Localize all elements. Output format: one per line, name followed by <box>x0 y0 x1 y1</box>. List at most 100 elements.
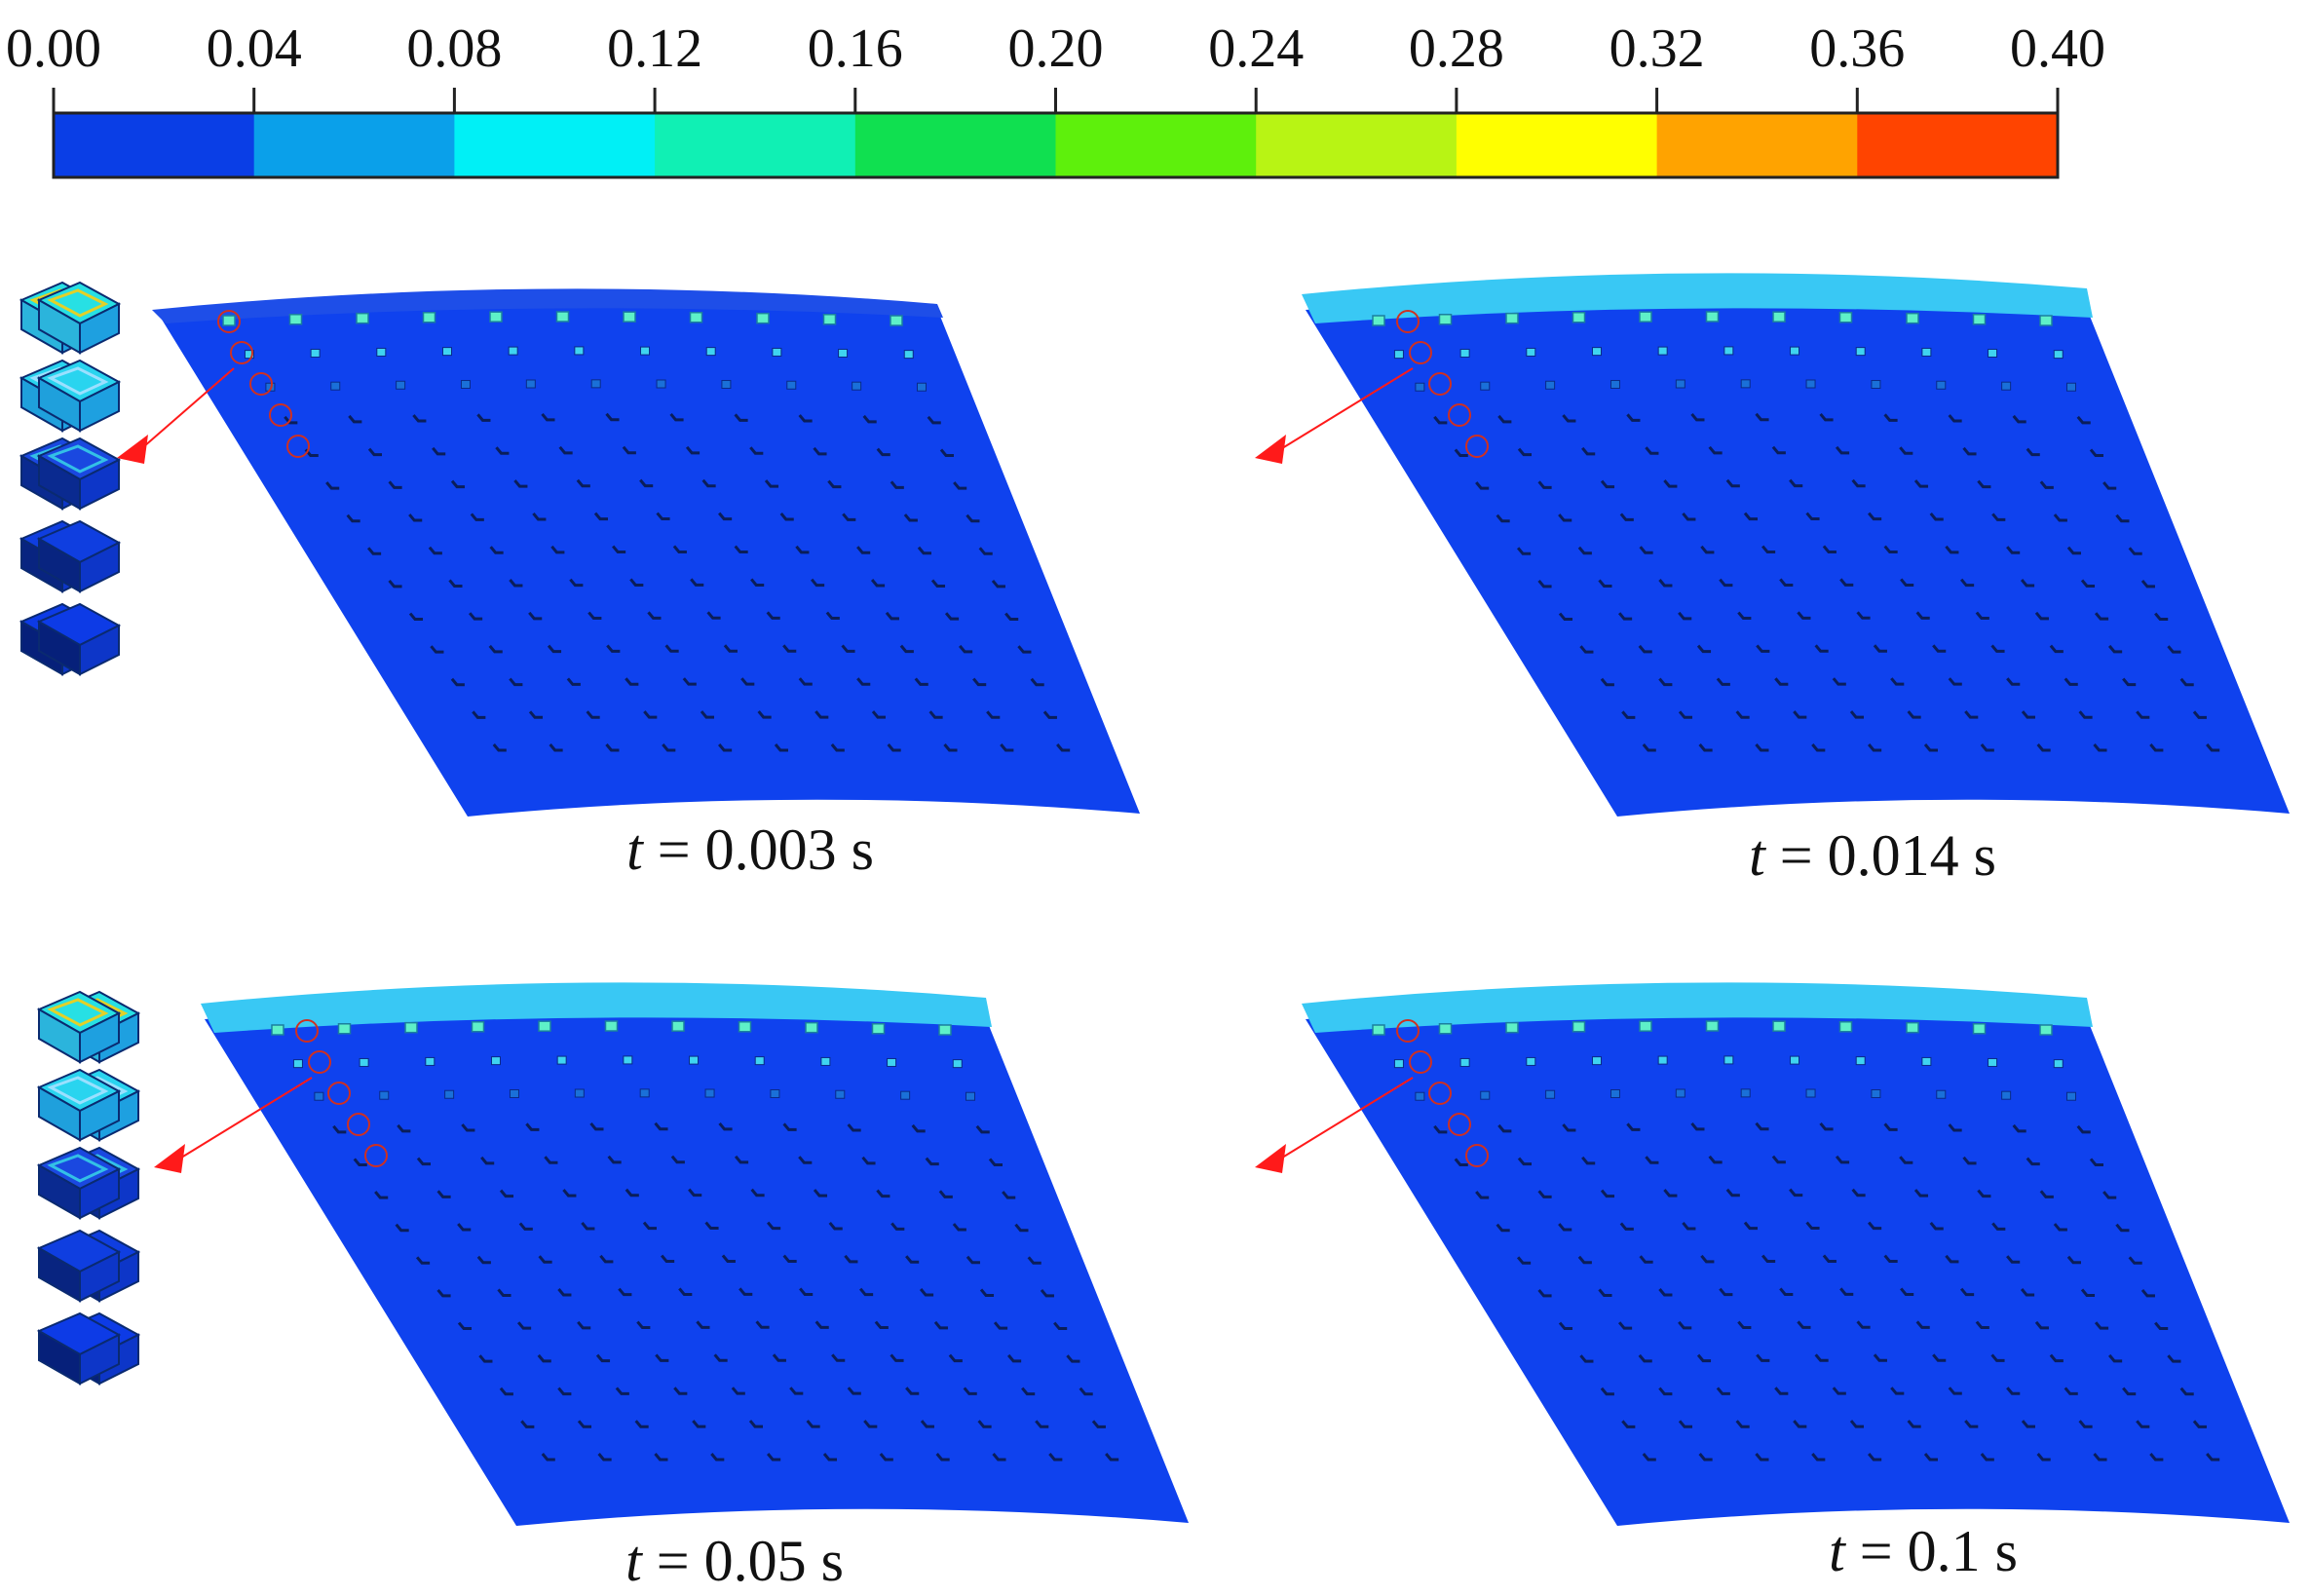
marker-cube <box>965 1091 975 1101</box>
marker-cube-edge <box>2102 481 2117 490</box>
marker-cube-edge <box>1805 1221 1820 1231</box>
marker-cube <box>639 1088 650 1098</box>
marker-cube-edge <box>1581 1156 1596 1165</box>
cube-right-face <box>79 1250 120 1303</box>
marker-cube-edge <box>1819 412 1834 422</box>
marker-cube <box>770 1088 780 1098</box>
detail-cube-2 <box>36 359 122 433</box>
cube-contour <box>47 444 109 474</box>
marker-cube-edge <box>1899 446 1913 455</box>
marker-cube-edge <box>2128 547 2142 555</box>
marker-cube-edge <box>1962 1156 1977 1165</box>
colorbar-tick-label: 0.08 <box>406 19 503 79</box>
marker-cube-edge <box>468 612 483 621</box>
marker-cube-edge <box>2039 1190 2054 1198</box>
marker-cube-edge <box>734 1155 749 1164</box>
marker-cube-edge <box>544 1156 558 1164</box>
marker-cube-edge <box>988 1158 1003 1166</box>
marker-cube-edge <box>643 710 658 719</box>
marker-cube-edge <box>1977 1189 1991 1198</box>
marker-cube-edge <box>933 1320 948 1330</box>
marker-cube-edge <box>782 1254 797 1264</box>
marker-cube-edge <box>2154 1321 2169 1331</box>
marker-cube-edge <box>1600 1387 1614 1396</box>
marker-cube-top <box>404 1021 418 1034</box>
marker-cube <box>2001 381 2012 391</box>
marker-cube-edge <box>795 545 810 554</box>
marker-cube-edge <box>1027 1256 1041 1265</box>
marker-cube <box>1591 1056 1602 1066</box>
marker-cube-edge <box>1923 1453 1938 1462</box>
marker-cube-edge <box>436 1288 451 1298</box>
marker-cube-edge <box>1639 546 1653 554</box>
marker-cube-edge <box>2006 1387 2021 1395</box>
marker-cube-top <box>288 314 303 325</box>
marker-cube-edge <box>366 547 382 555</box>
marker-cube-edge <box>1639 1255 1653 1264</box>
marker-cube-edge <box>1066 1354 1080 1363</box>
marker-cube-edge <box>1690 1121 1705 1131</box>
marker-cube-edge <box>1496 1223 1510 1233</box>
marker-cube-edge <box>587 611 602 621</box>
marker-cube-edge <box>2089 448 2103 457</box>
marker-cube-edge <box>2154 612 2169 622</box>
marker-cube-edge <box>597 1453 612 1462</box>
marker-cube-edge <box>1600 1189 1615 1198</box>
marker-cube-edge <box>2093 743 2107 752</box>
marker-cube <box>396 380 406 390</box>
marker-cube-edge <box>977 1420 992 1428</box>
marker-cube-edge <box>688 1188 702 1197</box>
marker-cube-edge <box>2108 1353 2123 1363</box>
panel-3 <box>56 982 1189 1526</box>
marker-cube-edge <box>721 1254 736 1263</box>
marker-cube <box>359 1057 369 1067</box>
marker-cube-edge <box>2149 743 2164 752</box>
marker-cube-edge <box>1562 1123 1576 1132</box>
marker-cube-edge <box>1797 611 1811 620</box>
marker-cube-edge <box>1771 445 1786 455</box>
callout-line <box>135 367 235 454</box>
marker-cube-edge <box>1793 1420 1807 1428</box>
wing-surface <box>1306 293 2290 817</box>
marker-cube-edge <box>670 1155 685 1164</box>
marker-cube-edge <box>1990 644 2005 653</box>
marker-cube-edge <box>862 414 877 424</box>
marker-cube-edge <box>943 743 958 752</box>
wing-top-band <box>201 982 992 1033</box>
marker-cube-edge <box>1517 447 1533 457</box>
marker-cube-top <box>1372 315 1385 326</box>
marker-cube <box>838 348 849 358</box>
marker-cube-edge <box>1645 1156 1659 1164</box>
marker-cube <box>490 1056 501 1066</box>
marker-cube <box>1790 1055 1800 1065</box>
marker-cube-edge <box>2206 1453 2220 1462</box>
marker-cube-edge <box>488 644 503 654</box>
marker-cube-edge <box>1761 545 1776 554</box>
marker-cube-edge <box>1558 1223 1572 1232</box>
colorbar-tick-label: 0.40 <box>2010 19 2105 79</box>
marker-cube-top <box>271 1024 284 1036</box>
highlight-circle <box>1465 1144 1489 1167</box>
colorbar-segment <box>1456 113 1658 177</box>
marker-cube-edge <box>662 743 676 752</box>
highlight-circle <box>269 403 292 427</box>
marker-cube-edge <box>2020 579 2035 588</box>
marker-cube-top <box>222 315 236 326</box>
marker-cube-edge <box>1716 1387 1730 1395</box>
marker-cube-edge <box>2115 1223 2130 1233</box>
marker-cube <box>820 1056 831 1066</box>
marker-cube <box>1545 1089 1556 1099</box>
marker-cube <box>2065 1091 2076 1101</box>
marker-cube-edge <box>700 710 714 719</box>
marker-cube-edge <box>2136 710 2150 719</box>
marker-cube-edge <box>876 1189 890 1198</box>
marker-cube-edge <box>408 513 423 522</box>
marker-cube-edge <box>557 1288 572 1297</box>
marker-cube-edge <box>1929 512 1944 521</box>
marker-cube-edge <box>718 1121 733 1131</box>
marker-cube-top <box>1772 311 1786 323</box>
marker-cube-edge <box>979 1288 995 1297</box>
marker-cube <box>1393 1059 1404 1069</box>
marker-cube-edge <box>654 1121 668 1131</box>
colorbar-segment <box>454 113 656 177</box>
